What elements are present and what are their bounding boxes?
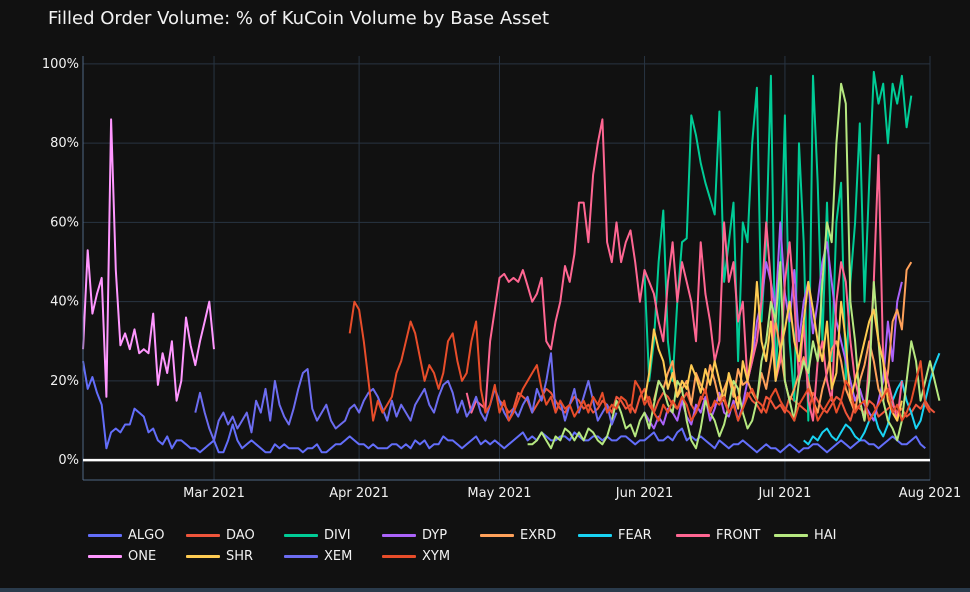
y-tick-label: 0% bbox=[58, 453, 79, 468]
x-tick-label: May 2021 bbox=[467, 486, 531, 501]
legend-label: DYP bbox=[422, 528, 448, 543]
legend-swatch bbox=[774, 534, 808, 537]
legend-swatch bbox=[186, 555, 220, 558]
legend-swatch bbox=[88, 555, 122, 558]
plot-area[interactable]: 0% 20% 40% 60% 80% 100% Mar 2021 Apr 2021 May 20… bbox=[0, 0, 970, 520]
legend-item-hai[interactable]: HAI bbox=[774, 528, 837, 543]
series-line-front[interactable] bbox=[465, 118, 903, 422]
x-tick-label: Mar 2021 bbox=[183, 486, 245, 501]
legend-item-xem[interactable]: XEM bbox=[284, 549, 352, 564]
legend-item-shr[interactable]: SHR bbox=[186, 549, 253, 564]
legend-item-algo[interactable]: ALGO bbox=[88, 528, 164, 543]
chart-title: Filled Order Volume: % of KuCoin Volume … bbox=[48, 8, 550, 29]
y-tick-label: 60% bbox=[50, 215, 79, 230]
legend-swatch bbox=[284, 534, 318, 537]
legend-item-divi[interactable]: DIVI bbox=[284, 528, 351, 543]
legend-item-front[interactable]: FRONT bbox=[676, 528, 760, 543]
legend-label: DIVI bbox=[324, 528, 351, 543]
legend-item-xym[interactable]: XYM bbox=[382, 549, 450, 564]
y-tick-label: 20% bbox=[50, 374, 79, 389]
bottom-bar bbox=[0, 588, 970, 592]
legend-item-one[interactable]: ONE bbox=[88, 549, 156, 564]
legend-swatch bbox=[186, 534, 220, 537]
legend-label: ALGO bbox=[128, 528, 165, 543]
legend-label: SHR bbox=[226, 549, 254, 564]
y-tick-label: 80% bbox=[50, 136, 79, 151]
legend-swatch bbox=[382, 555, 416, 558]
x-tick-label: Apr 2021 bbox=[329, 486, 389, 501]
x-tick-label: Jun 2021 bbox=[615, 486, 674, 501]
axes: 0% 20% 40% 60% 80% 100% Mar 2021 Apr 2021 May 20… bbox=[42, 56, 961, 501]
legend-label: FRONT bbox=[716, 528, 761, 543]
legend-swatch bbox=[480, 534, 514, 537]
y-tick-label: 40% bbox=[50, 295, 79, 310]
series-line-shr[interactable] bbox=[643, 280, 903, 422]
legend-label: FEAR bbox=[618, 528, 652, 543]
series-line-one[interactable] bbox=[82, 118, 215, 402]
legend-item-dao[interactable]: DAO bbox=[186, 528, 255, 543]
series-line-xem[interactable] bbox=[194, 352, 618, 442]
series-line-hai[interactable] bbox=[527, 82, 941, 450]
series-line-xym[interactable] bbox=[348, 300, 931, 422]
legend-label: XYM bbox=[422, 549, 451, 564]
legend-swatch bbox=[88, 534, 122, 537]
series-line-algo[interactable] bbox=[82, 360, 926, 454]
series-lines bbox=[82, 70, 941, 454]
legend-label: ONE bbox=[128, 549, 157, 564]
legend-swatch bbox=[284, 555, 318, 558]
legend-label: XEM bbox=[324, 549, 353, 564]
legend-swatch bbox=[676, 534, 710, 537]
y-tick-label: 100% bbox=[42, 57, 79, 72]
legend-item-exrd[interactable]: EXRD bbox=[480, 528, 556, 543]
legend-swatch bbox=[578, 534, 612, 537]
legend-swatch bbox=[382, 534, 416, 537]
legend-item-dyp[interactable]: DYP bbox=[382, 528, 447, 543]
x-tick-label: Aug 2021 bbox=[899, 486, 962, 501]
legend-label: HAI bbox=[814, 528, 837, 543]
legend-label: EXRD bbox=[520, 528, 557, 543]
series-line-exrd[interactable] bbox=[652, 261, 913, 414]
legend-label: DAO bbox=[226, 528, 255, 543]
legend-item-fear[interactable]: FEAR bbox=[578, 528, 652, 543]
x-tick-label: Jul 2021 bbox=[757, 486, 811, 501]
